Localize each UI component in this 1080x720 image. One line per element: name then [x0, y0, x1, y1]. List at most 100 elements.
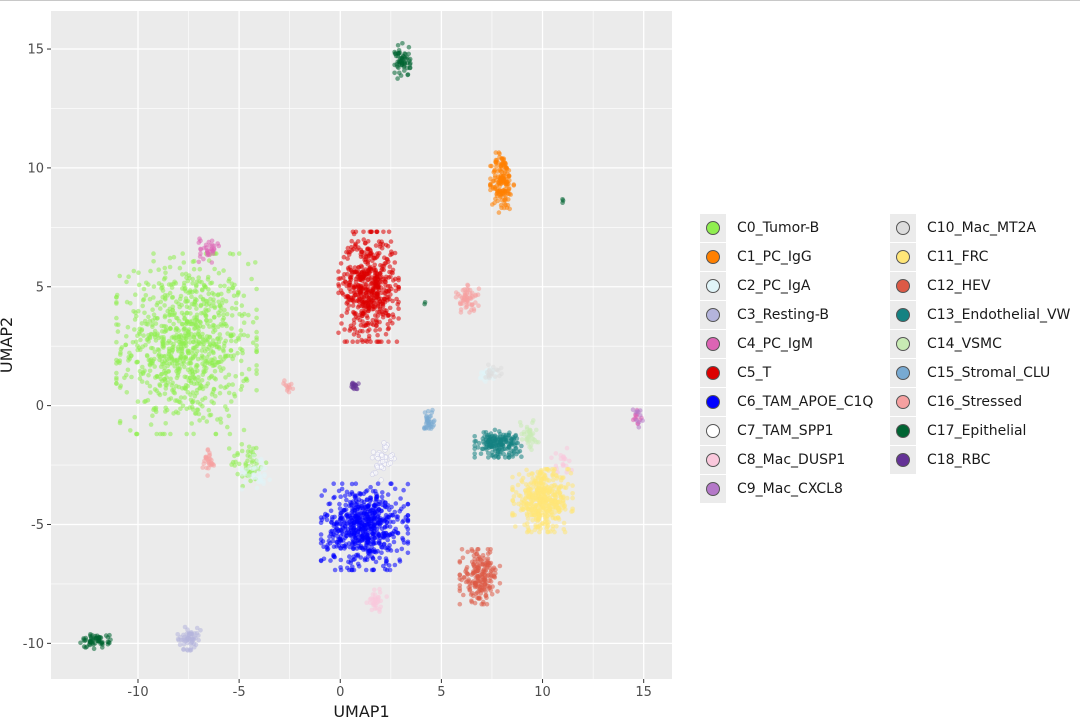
data-point [505, 202, 511, 208]
data-point [331, 554, 337, 559]
data-point [176, 334, 181, 340]
data-point [366, 506, 372, 512]
data-point [318, 558, 324, 563]
data-point [359, 503, 365, 509]
data-point [211, 300, 216, 305]
data-point [349, 238, 355, 244]
data-point [167, 290, 173, 296]
data-point [350, 303, 356, 308]
data-point [204, 318, 209, 323]
data-point [211, 325, 216, 331]
data-point [185, 348, 191, 353]
data-point [166, 369, 172, 374]
data-point [209, 280, 215, 286]
data-point [344, 310, 350, 315]
data-point [169, 360, 175, 366]
data-point [189, 301, 195, 307]
data-point [203, 454, 209, 460]
data-point [392, 70, 397, 76]
data-point [389, 286, 394, 292]
legend-label: C17_Epithelial [927, 422, 1027, 439]
data-point [253, 445, 259, 451]
data-point [137, 331, 142, 337]
data-point [461, 592, 466, 598]
data-point [510, 454, 516, 459]
data-point [366, 333, 372, 339]
data-point [562, 529, 568, 535]
data-point [190, 259, 196, 265]
legend-swatch [896, 365, 910, 380]
data-point [392, 260, 398, 265]
data-point [200, 354, 206, 360]
series-C0_Tumor-B [114, 251, 269, 489]
data-point [469, 290, 475, 296]
y-tick-label: 10 [27, 161, 44, 176]
data-point [245, 458, 250, 464]
data-point [391, 528, 397, 534]
data-point [201, 256, 206, 262]
data-point [184, 647, 190, 652]
data-point [192, 332, 198, 338]
data-point [204, 299, 210, 304]
data-point [460, 287, 466, 293]
data-point [158, 355, 163, 360]
data-point [453, 290, 459, 295]
data-point [502, 436, 508, 441]
legend-item: C9_Mac_CXCL8 [700, 474, 843, 503]
data-point [209, 373, 215, 379]
data-point [143, 293, 149, 298]
data-point [377, 590, 383, 595]
data-point [485, 558, 490, 563]
data-point [361, 323, 367, 329]
series-C7_TAM_SPP1 [369, 440, 397, 483]
legend-key [890, 329, 916, 358]
data-point [114, 370, 119, 376]
data-point [267, 477, 273, 483]
data-point [383, 331, 389, 337]
data-point [254, 315, 259, 321]
data-point [233, 374, 238, 379]
data-point [366, 320, 371, 326]
data-point [374, 294, 379, 300]
data-point [193, 296, 198, 302]
data-point [514, 451, 519, 457]
data-point [538, 468, 544, 473]
data-point [379, 339, 384, 345]
data-point [510, 498, 516, 504]
data-point [388, 519, 393, 524]
data-point [205, 473, 210, 478]
data-point [351, 332, 357, 337]
data-point [457, 559, 463, 564]
top-border-line [0, 0, 1080, 1]
data-point [405, 531, 411, 536]
data-point [368, 281, 374, 287]
data-point [469, 598, 474, 604]
data-point [552, 510, 558, 515]
data-point [252, 475, 258, 480]
data-point [204, 334, 210, 339]
data-point [481, 569, 487, 575]
data-point [350, 522, 355, 527]
data-point [350, 499, 356, 504]
data-point [207, 452, 213, 458]
data-point [383, 242, 389, 248]
x-tick-label: 0 [336, 685, 344, 700]
data-point [146, 314, 151, 320]
data-point [544, 513, 550, 518]
data-point [332, 494, 337, 500]
series-C3_Resting-B [175, 624, 203, 653]
data-point [209, 260, 215, 265]
legend-item: C11_FRC [890, 242, 988, 271]
x-axis-title: UMAP1 [333, 702, 389, 720]
data-point [192, 393, 198, 399]
data-point [471, 564, 477, 569]
data-point [117, 420, 123, 426]
data-point [194, 362, 199, 368]
data-point [169, 295, 175, 300]
data-point [536, 512, 541, 517]
data-point [333, 521, 339, 527]
data-point [538, 472, 543, 477]
data-point [361, 237, 367, 242]
data-point [263, 460, 269, 466]
data-point [495, 451, 501, 457]
